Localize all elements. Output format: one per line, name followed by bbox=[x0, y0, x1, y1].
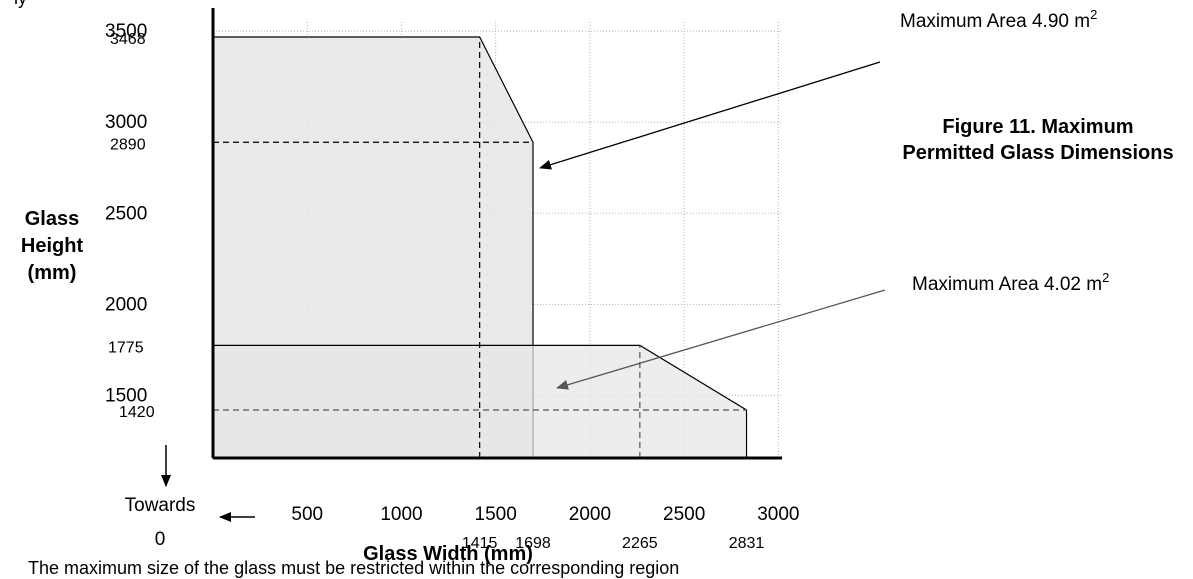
y-tick-label: 2000 bbox=[105, 294, 147, 315]
x-tick-label: 2500 bbox=[663, 504, 705, 525]
area-label-4-02: Maximum Area 4.02 m2 bbox=[912, 270, 1109, 295]
y-axis-title-line: Glass bbox=[25, 208, 79, 230]
x-tick-label: 1000 bbox=[380, 504, 422, 525]
superscript: 2 bbox=[1090, 7, 1097, 22]
y-tick-label: 3000 bbox=[105, 112, 147, 133]
figure-title-line: Permitted Glass Dimensions bbox=[902, 142, 1173, 164]
y-tick-label: 1500 bbox=[105, 385, 147, 406]
figure-title-line: Figure 11. Maximum bbox=[942, 116, 1133, 138]
y-axis-title-line: (mm) bbox=[28, 262, 77, 284]
y-tick-label: 2500 bbox=[105, 203, 147, 224]
x-value-label: 1415 bbox=[462, 535, 498, 552]
x-value-label: 1698 bbox=[515, 535, 551, 552]
x-value-label: 2265 bbox=[622, 535, 658, 552]
x-tick-label: 500 bbox=[291, 504, 323, 525]
x-tick-label: 2000 bbox=[569, 504, 611, 525]
callout-arrow-4-02 bbox=[556, 289, 886, 390]
area-label-4-90: Maximum Area 4.90 m2 bbox=[900, 7, 1097, 32]
superscript: 2 bbox=[1102, 270, 1109, 285]
x-value-label: 2831 bbox=[729, 535, 765, 552]
x-axis-title: Glass Width (mm) bbox=[363, 543, 533, 565]
towards-label: Towards bbox=[125, 495, 196, 516]
y-value-label: 2890 bbox=[110, 136, 146, 153]
callout-arrow-4-90 bbox=[539, 61, 881, 170]
x-tick-label: 3000 bbox=[757, 504, 799, 525]
y-axis-title-line: Height bbox=[21, 235, 84, 257]
x-tick-label: 1500 bbox=[475, 504, 517, 525]
towards-zero-label: 0 bbox=[155, 529, 166, 550]
y-value-label: 1420 bbox=[119, 404, 155, 421]
y-value-label: 1775 bbox=[108, 339, 144, 356]
y-value-label: 3468 bbox=[110, 31, 146, 48]
top-cut-text: ly bbox=[14, 0, 27, 9]
y-tick-label: 3500 bbox=[105, 21, 147, 42]
